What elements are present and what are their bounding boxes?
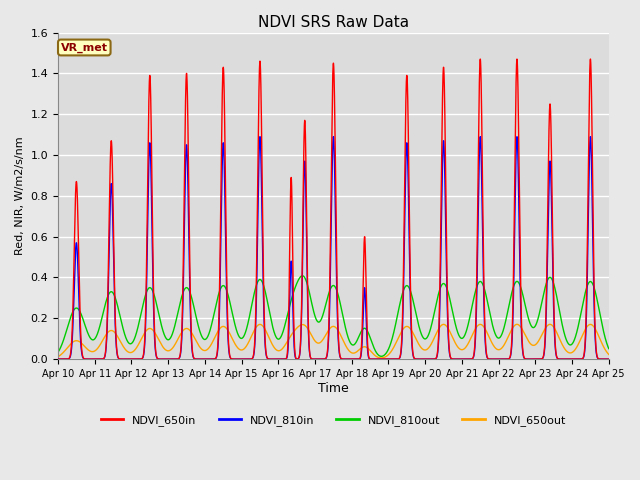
NDVI_810in xyxy=(72,248,79,253)
NDVI_650out xyxy=(54,354,62,360)
NDVI_650in xyxy=(605,356,612,362)
NDVI_810out xyxy=(346,338,353,344)
NDVI_650in xyxy=(532,356,540,362)
NDVI_810in xyxy=(175,356,182,361)
NDVI_650in xyxy=(114,354,122,360)
NDVI_810in xyxy=(605,356,612,362)
NDVI_810in xyxy=(54,356,62,362)
NDVI_810out xyxy=(175,306,182,312)
NDVI_810out xyxy=(114,305,122,311)
NDVI_650out xyxy=(186,328,194,334)
NDVI_810out xyxy=(298,273,306,279)
NDVI_810out xyxy=(605,346,612,351)
NDVI_650out xyxy=(114,335,122,340)
NDVI_810in xyxy=(378,356,385,362)
NDVI_650out xyxy=(346,348,353,354)
NDVI_810in xyxy=(114,355,122,360)
NDVI_810out xyxy=(72,305,79,311)
NDVI_810in xyxy=(346,356,353,362)
NDVI_650in xyxy=(186,287,194,293)
X-axis label: Time: Time xyxy=(318,382,349,395)
NDVI_650out xyxy=(72,338,79,344)
NDVI_650out xyxy=(605,351,612,357)
Line: NDVI_650in: NDVI_650in xyxy=(58,59,609,359)
NDVI_650out xyxy=(532,342,540,348)
NDVI_650in xyxy=(378,356,385,362)
NDVI_810out xyxy=(186,290,194,296)
NDVI_650in xyxy=(586,56,594,62)
NDVI_650in xyxy=(346,356,353,362)
NDVI_650in xyxy=(54,356,62,362)
Line: NDVI_810in: NDVI_810in xyxy=(58,137,609,359)
NDVI_650in xyxy=(175,356,182,361)
NDVI_810in xyxy=(186,304,194,310)
NDVI_650out xyxy=(513,322,521,327)
NDVI_650out xyxy=(378,355,385,361)
NDVI_810in xyxy=(586,134,594,140)
NDVI_650in xyxy=(72,191,79,196)
NDVI_650out xyxy=(175,335,182,340)
NDVI_810out xyxy=(532,323,540,328)
Title: NDVI SRS Raw Data: NDVI SRS Raw Data xyxy=(258,15,409,30)
NDVI_810in xyxy=(532,356,540,362)
Legend: NDVI_650in, NDVI_810in, NDVI_810out, NDVI_650out: NDVI_650in, NDVI_810in, NDVI_810out, NDV… xyxy=(97,410,570,430)
NDVI_810out xyxy=(378,353,385,359)
NDVI_810out xyxy=(54,349,62,355)
Line: NDVI_650out: NDVI_650out xyxy=(58,324,609,358)
Text: VR_met: VR_met xyxy=(61,42,108,53)
Line: NDVI_810out: NDVI_810out xyxy=(58,276,609,356)
Y-axis label: Red, NIR, W/m2/s/nm: Red, NIR, W/m2/s/nm xyxy=(15,136,25,255)
